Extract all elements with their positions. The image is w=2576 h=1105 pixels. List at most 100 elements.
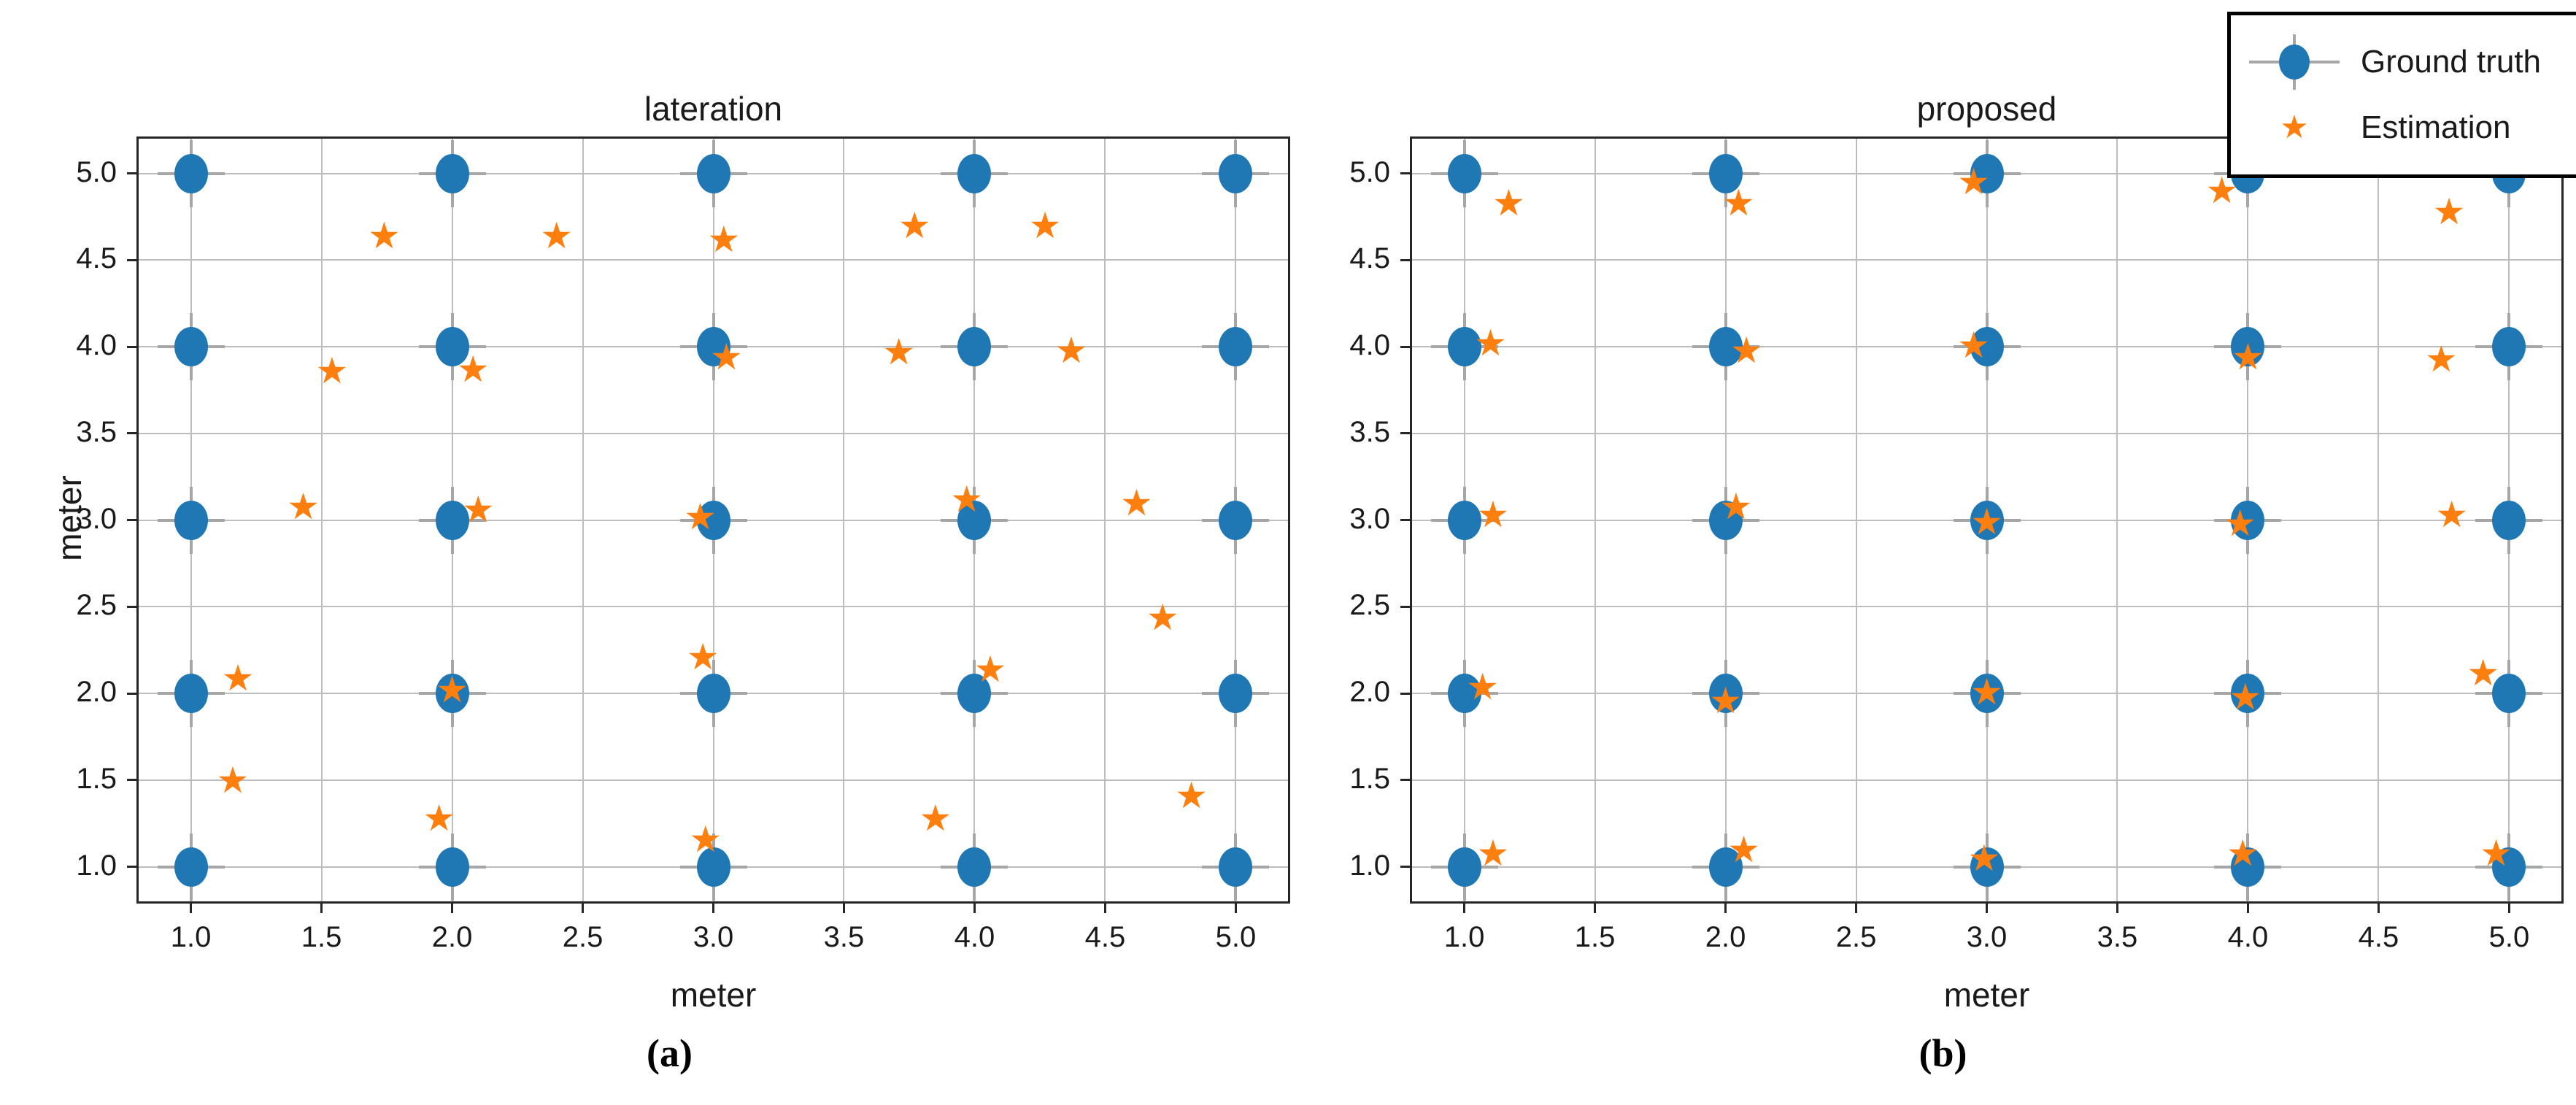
y-axis-tick xyxy=(1400,519,1412,521)
panel-caption: (a) xyxy=(647,1031,693,1075)
estimation-point: ★ xyxy=(684,495,717,538)
y-axis-tick xyxy=(1400,605,1412,608)
estimation-point: ★ xyxy=(540,215,574,257)
legend-label-ground-truth: Ground truth xyxy=(2361,44,2542,80)
estimation-point: ★ xyxy=(221,656,255,699)
estimation-point: ★ xyxy=(1028,204,1062,247)
estimation-point: ★ xyxy=(423,797,456,839)
y-tick-label: 1.5 xyxy=(76,762,117,795)
estimation-point: ★ xyxy=(689,817,722,860)
estimation-point: ★ xyxy=(686,636,720,679)
x-axis-tick xyxy=(320,901,323,913)
y-tick-label: 4.0 xyxy=(76,329,117,361)
y-tick-label: 3.5 xyxy=(76,415,117,448)
y-axis-tick xyxy=(1400,258,1412,261)
x-axis-tick xyxy=(1594,901,1597,913)
legend: Ground truth ★ Estimation xyxy=(2227,12,2576,178)
x-axis-tick xyxy=(451,901,454,913)
y-axis-tick xyxy=(127,692,139,695)
estimation-point: ★ xyxy=(2467,651,2500,694)
estimation-point: ★ xyxy=(436,669,468,712)
x-tick-label: 2.5 xyxy=(562,921,603,953)
estimation-point: ★ xyxy=(1492,181,1525,224)
estimation-point: ★ xyxy=(2435,493,2469,536)
x-tick-label: 1.5 xyxy=(301,921,342,953)
x-axis-tick xyxy=(712,901,714,913)
estimation-point: ★ xyxy=(1146,596,1179,639)
x-tick-label: 3.5 xyxy=(2097,921,2138,953)
x-axis-tick xyxy=(2246,901,2249,913)
estimation-point: ★ xyxy=(882,331,916,374)
estimation-point: ★ xyxy=(1719,485,1753,528)
estimation-point: ★ xyxy=(1473,322,1507,365)
y-tick-label: 4.0 xyxy=(1349,329,1390,361)
x-axis-tick xyxy=(2116,901,2118,913)
y-axis-tick xyxy=(127,432,139,435)
x-tick-label: 2.0 xyxy=(1705,921,1746,953)
estimation-point: ★ xyxy=(2229,675,2262,718)
estimation-point: ★ xyxy=(287,485,320,528)
star-icon: ★ xyxy=(2280,109,2309,146)
estimation-point: ★ xyxy=(1709,679,1742,722)
x-tick-label: 4.5 xyxy=(2358,921,2399,953)
x-axis-title: meter xyxy=(670,976,757,1014)
estimation-point: ★ xyxy=(1727,828,1760,871)
y-axis-tick xyxy=(127,866,139,868)
plot-title: proposed xyxy=(1916,90,2057,128)
y-tick-label: 2.5 xyxy=(76,589,117,622)
y-tick-label: 3.0 xyxy=(76,502,117,535)
x-axis-tick xyxy=(1724,901,1727,913)
estimation-point: ★ xyxy=(1970,670,2003,713)
estimation-point: ★ xyxy=(2226,831,2259,874)
x-tick-label: 1.0 xyxy=(170,921,212,953)
estimation-point: ★ xyxy=(919,797,952,839)
y-axis-tick xyxy=(127,779,139,782)
y-tick-label: 2.0 xyxy=(1349,676,1390,708)
estimation-point: ★ xyxy=(1119,481,1153,524)
estimation-point: ★ xyxy=(950,478,984,520)
y-tick-label: 4.5 xyxy=(1349,242,1390,275)
gridline-horizontal xyxy=(1412,259,2561,261)
y-axis-tick xyxy=(127,605,139,608)
estimation-point: ★ xyxy=(461,488,495,531)
gridline-horizontal xyxy=(139,432,1288,434)
x-tick-label: 2.5 xyxy=(1835,921,1877,953)
estimation-point: ★ xyxy=(707,217,741,261)
x-axis-title: meter xyxy=(1943,976,2030,1014)
gridline-horizontal xyxy=(1412,432,2561,434)
y-tick-label: 3.5 xyxy=(1349,415,1390,448)
estimation-point: ★ xyxy=(2432,190,2466,233)
x-axis-tick xyxy=(1463,901,1466,913)
y-axis-title: meter xyxy=(50,474,88,561)
x-tick-label: 1.0 xyxy=(1443,921,1485,953)
gridline-horizontal xyxy=(139,606,1288,608)
estimation-point: ★ xyxy=(1957,323,1990,366)
estimation-point: ★ xyxy=(315,350,349,393)
y-axis-tick xyxy=(1400,692,1412,695)
plot-title: lateration xyxy=(644,90,783,128)
x-tick-label: 3.0 xyxy=(693,921,734,953)
estimation-marker-icon: ★ xyxy=(2247,104,2342,151)
x-axis-tick xyxy=(973,901,976,913)
legend-label-estimation: Estimation xyxy=(2361,109,2511,145)
y-tick-label: 5.0 xyxy=(1349,155,1390,188)
gridline-horizontal xyxy=(1412,606,2561,608)
y-tick-label: 5.0 xyxy=(76,155,117,188)
x-tick-label: 3.0 xyxy=(1966,921,2008,953)
legend-item-ground-truth: Ground truth xyxy=(2231,34,2576,90)
y-axis-tick xyxy=(127,345,139,348)
x-tick-label: 1.5 xyxy=(1574,921,1616,953)
estimation-point: ★ xyxy=(1970,500,2003,543)
y-tick-label: 4.5 xyxy=(76,242,117,275)
y-axis-tick xyxy=(1400,866,1412,868)
x-axis-tick xyxy=(842,901,845,913)
estimation-point: ★ xyxy=(1957,161,1990,204)
estimation-point: ★ xyxy=(1729,328,1763,371)
estimation-point: ★ xyxy=(2224,502,2257,545)
y-axis-tick xyxy=(127,519,139,521)
y-tick-label: 1.0 xyxy=(1349,849,1390,882)
y-axis-tick xyxy=(1400,432,1412,435)
estimation-point: ★ xyxy=(2205,169,2239,212)
estimation-point: ★ xyxy=(1476,493,1510,536)
estimation-point: ★ xyxy=(2480,831,2513,874)
